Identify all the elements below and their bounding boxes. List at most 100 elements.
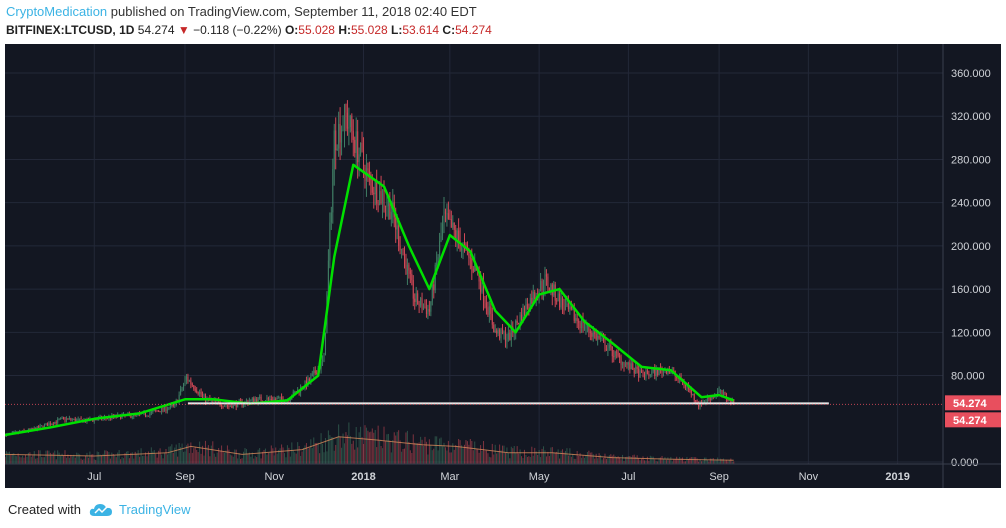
- candle-body: [401, 249, 403, 251]
- volume-bar: [515, 452, 517, 464]
- candle-body: [636, 366, 638, 370]
- candle-body: [308, 378, 310, 382]
- candle-body: [705, 401, 707, 403]
- x-tick-label: 2019: [885, 471, 909, 483]
- volume-bar: [82, 459, 84, 464]
- candle-body: [46, 423, 48, 426]
- volume-bar: [503, 445, 505, 464]
- candle-body: [519, 314, 521, 325]
- symbol-label: BITFINEX:LTCUSD, 1D: [6, 23, 135, 37]
- candle-body: [169, 405, 171, 408]
- volume-bar: [731, 461, 733, 464]
- volume-bar: [673, 459, 675, 464]
- volume-bar: [642, 456, 644, 464]
- close-value: 54.274: [455, 23, 492, 37]
- volume-bar: [717, 457, 719, 464]
- volume-bar: [396, 431, 398, 464]
- volume-bar: [670, 456, 672, 464]
- volume-bar: [92, 454, 94, 464]
- candle-body: [121, 415, 123, 419]
- volume-bar: [177, 456, 179, 464]
- candle-body: [343, 104, 346, 129]
- volume-bar: [273, 455, 275, 464]
- high-value: 55.028: [351, 23, 388, 37]
- candle-body: [41, 425, 43, 427]
- candle-body: [468, 250, 470, 258]
- author-link[interactable]: CryptoMedication: [6, 4, 108, 19]
- volume-bar: [693, 457, 695, 464]
- volume-bar: [626, 456, 628, 464]
- volume-bar: [234, 449, 236, 464]
- volume-bar: [475, 449, 477, 464]
- volume-bar: [323, 452, 325, 464]
- candle-body: [172, 404, 174, 406]
- candle-body: [496, 330, 498, 334]
- volume-bar: [121, 457, 123, 464]
- volume-bar: [283, 453, 286, 464]
- volume-bar: [278, 449, 280, 464]
- volume-bar: [471, 440, 473, 464]
- candle-body: [708, 397, 710, 399]
- volume-bar: [384, 441, 386, 464]
- volume-bar: [152, 451, 154, 464]
- volume-bar: [52, 452, 54, 464]
- candle-body: [506, 339, 508, 342]
- candle-body: [395, 217, 397, 230]
- candle-body: [497, 329, 499, 334]
- candle-body: [585, 327, 587, 329]
- volume-bar: [58, 452, 60, 464]
- volume-bar: [4, 456, 6, 464]
- price-chart[interactable]: 360.000 320.000 280.000 240.000 200.000 160.0…: [4, 44, 1001, 488]
- candle-body: [93, 419, 95, 422]
- candle-body: [79, 418, 81, 420]
- volume-bar: [607, 456, 609, 464]
- candle-body: [225, 405, 227, 407]
- volume-bar: [382, 448, 384, 464]
- volume-bar: [401, 451, 403, 464]
- candle-body: [70, 418, 72, 420]
- volume-bar: [219, 451, 221, 464]
- volume-bar: [485, 450, 487, 464]
- volume-bar: [702, 460, 704, 464]
- volume-bar: [136, 453, 138, 464]
- volume-bar: [566, 448, 568, 464]
- volume-bar: [706, 460, 708, 464]
- volume-bar: [436, 436, 438, 464]
- volume-bar: [76, 452, 78, 464]
- volume-bar: [522, 458, 524, 464]
- volume-bar: [332, 437, 334, 464]
- candle-body: [500, 328, 502, 339]
- candle-body: [51, 423, 53, 425]
- volume-bar: [60, 455, 62, 464]
- candle-body: [453, 222, 455, 230]
- candle-body: [607, 348, 609, 351]
- x-tick-label: Jul: [621, 471, 635, 483]
- volume-bar: [207, 445, 209, 464]
- volume-bar: [338, 424, 340, 464]
- candle-body: [591, 332, 593, 337]
- volume-bar: [662, 459, 665, 464]
- volume-bar: [231, 455, 233, 464]
- volume-bar: [32, 455, 34, 464]
- volume-bar: [412, 434, 414, 464]
- volume-bar: [240, 458, 242, 464]
- volume-bar: [575, 458, 577, 464]
- volume-bar: [89, 451, 91, 464]
- volume-bar: [547, 451, 549, 464]
- volume-bar: [588, 450, 590, 464]
- candle-body: [576, 318, 578, 322]
- volume-bar: [658, 457, 660, 464]
- volume-bar: [573, 458, 575, 464]
- candle-body: [376, 181, 378, 204]
- volume-bar: [54, 450, 56, 464]
- tradingview-link[interactable]: TradingView: [118, 502, 191, 517]
- volume-bar: [660, 457, 662, 464]
- publish-text: published on TradingView.com, September …: [107, 4, 477, 19]
- candle-body: [398, 225, 400, 246]
- chart-area[interactable]: 360.000 320.000 280.000 240.000 200.000 160.0…: [4, 44, 1001, 488]
- candle-body: [518, 322, 520, 325]
- candle-body: [346, 112, 348, 129]
- volume-bar: [583, 457, 585, 464]
- volume-bar: [218, 448, 220, 464]
- volume-bar: [139, 456, 141, 464]
